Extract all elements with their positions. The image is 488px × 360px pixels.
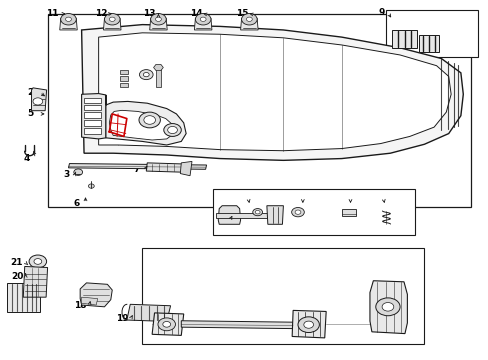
Bar	[119, 83, 128, 87]
Polygon shape	[180, 161, 192, 176]
Polygon shape	[60, 18, 77, 30]
Text: 12: 12	[95, 9, 107, 18]
Circle shape	[29, 255, 46, 268]
Text: 6: 6	[74, 199, 80, 208]
Circle shape	[74, 169, 82, 175]
Polygon shape	[80, 283, 112, 307]
Polygon shape	[146, 163, 182, 172]
Polygon shape	[369, 281, 407, 334]
Bar	[119, 76, 128, 81]
Circle shape	[252, 208, 262, 216]
Text: 17: 17	[233, 194, 245, 203]
Circle shape	[381, 302, 393, 311]
Circle shape	[33, 98, 42, 105]
Polygon shape	[216, 213, 268, 217]
Circle shape	[255, 210, 260, 214]
Circle shape	[167, 126, 177, 134]
Bar	[84, 112, 101, 118]
Polygon shape	[103, 18, 121, 30]
Bar	[212, 189, 414, 235]
Text: 18: 18	[74, 301, 87, 310]
Bar	[119, 70, 128, 74]
Text: 9: 9	[378, 8, 385, 17]
Polygon shape	[31, 88, 46, 111]
Circle shape	[158, 318, 175, 331]
Circle shape	[155, 17, 161, 21]
Text: 11: 11	[46, 9, 59, 18]
Text: 21: 21	[11, 258, 23, 267]
Bar	[7, 283, 40, 312]
Text: 19: 19	[116, 314, 128, 323]
Polygon shape	[23, 266, 47, 297]
Bar	[385, 10, 477, 57]
Circle shape	[163, 123, 181, 136]
Bar	[156, 69, 161, 87]
Circle shape	[303, 321, 313, 328]
Text: 3: 3	[63, 170, 69, 179]
Polygon shape	[106, 95, 186, 145]
Text: 4: 4	[23, 154, 30, 163]
Circle shape	[375, 298, 399, 316]
Text: 16: 16	[287, 194, 300, 203]
Text: 8: 8	[218, 215, 224, 224]
Circle shape	[109, 17, 115, 21]
Circle shape	[294, 210, 300, 214]
Polygon shape	[291, 310, 325, 338]
Circle shape	[88, 184, 94, 188]
Circle shape	[241, 14, 257, 25]
Circle shape	[104, 14, 120, 25]
Polygon shape	[418, 35, 438, 53]
Circle shape	[200, 17, 205, 21]
Polygon shape	[109, 111, 174, 140]
Polygon shape	[81, 24, 462, 160]
Polygon shape	[194, 18, 211, 30]
Bar	[84, 98, 101, 103]
Polygon shape	[126, 304, 170, 321]
Polygon shape	[153, 64, 163, 71]
Polygon shape	[240, 18, 258, 30]
Circle shape	[150, 14, 166, 25]
Circle shape	[139, 112, 160, 128]
Text: 1: 1	[338, 194, 344, 203]
Text: 13: 13	[143, 9, 156, 18]
Bar	[33, 261, 42, 269]
Polygon shape	[68, 163, 206, 169]
Bar	[341, 208, 356, 216]
Circle shape	[34, 258, 41, 264]
Circle shape	[143, 116, 155, 124]
Text: 2: 2	[27, 88, 34, 97]
Circle shape	[61, 14, 76, 25]
Text: 5: 5	[27, 109, 34, 118]
Polygon shape	[99, 33, 450, 151]
Circle shape	[143, 72, 149, 77]
Polygon shape	[81, 94, 106, 139]
Polygon shape	[181, 321, 292, 329]
Polygon shape	[266, 206, 283, 224]
Circle shape	[139, 69, 153, 80]
Polygon shape	[218, 206, 240, 224]
Bar	[142, 248, 424, 344]
Text: 7: 7	[133, 165, 140, 174]
Text: 14: 14	[189, 9, 202, 18]
Bar	[47, 14, 469, 207]
Circle shape	[297, 317, 319, 333]
Bar	[84, 128, 101, 134]
Circle shape	[163, 321, 170, 327]
Text: 15: 15	[235, 9, 248, 18]
Bar	[84, 120, 101, 126]
Circle shape	[246, 17, 252, 21]
Bar	[84, 105, 101, 111]
Circle shape	[195, 14, 210, 25]
Text: 20: 20	[11, 272, 23, 281]
Circle shape	[65, 17, 71, 21]
Polygon shape	[391, 30, 416, 48]
Polygon shape	[81, 297, 98, 305]
Polygon shape	[149, 18, 167, 30]
Circle shape	[291, 207, 304, 217]
Polygon shape	[152, 313, 183, 336]
Text: 10: 10	[368, 194, 380, 203]
